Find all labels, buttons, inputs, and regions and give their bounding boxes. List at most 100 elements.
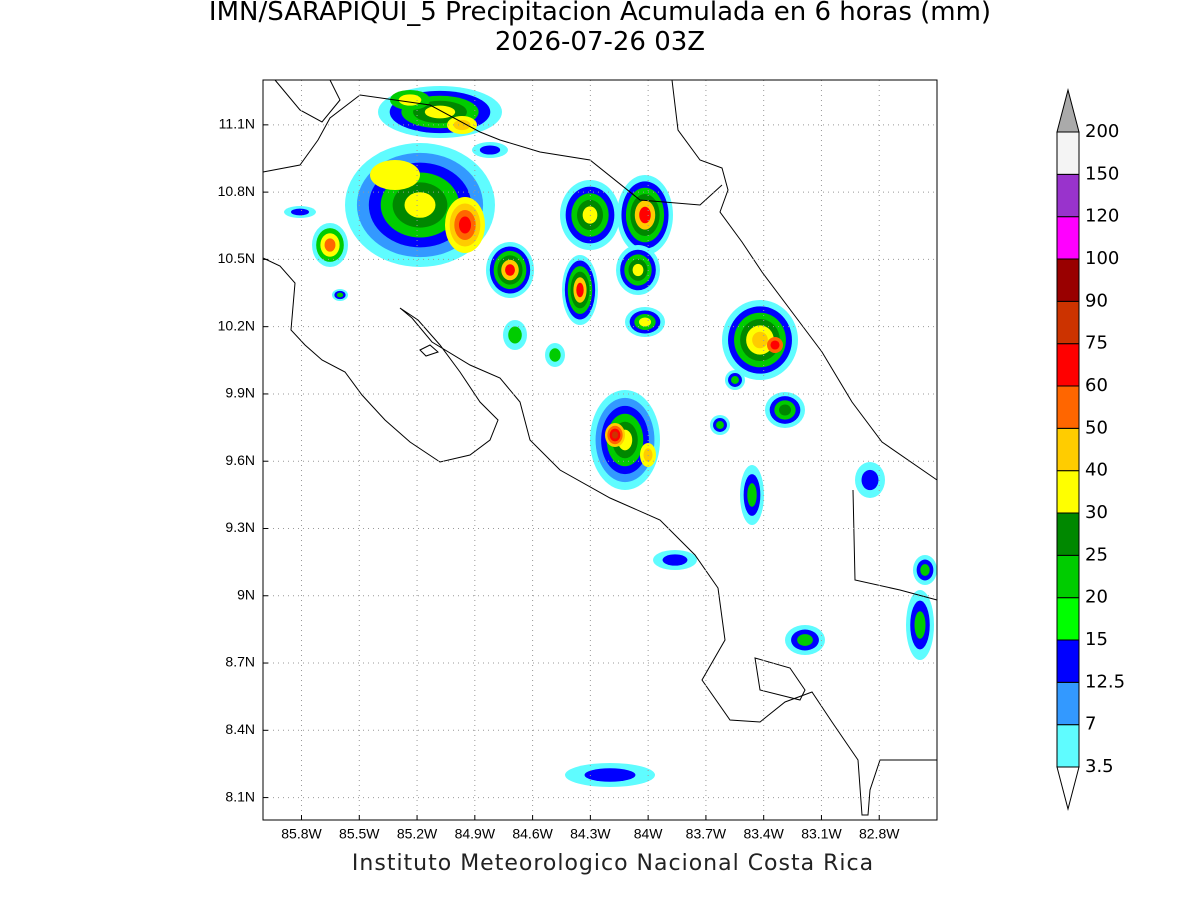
colorbar-box — [1056, 300, 1080, 345]
precip-contour — [770, 340, 780, 350]
colorbar-label: 150 — [1085, 163, 1119, 184]
footer: Instituto Meteorologico Nacional Costa R… — [352, 851, 874, 876]
y-tick-label: 11.1N — [219, 116, 255, 132]
precip-contour — [458, 216, 472, 234]
x-tick-label: 84.9W — [455, 826, 496, 842]
precip-contour — [716, 421, 724, 429]
colorbar-box — [1056, 470, 1080, 514]
y-tick-label: 10.2N — [218, 317, 255, 333]
precip-contour — [576, 282, 584, 298]
colorbar-label: 90 — [1085, 290, 1108, 311]
coastline — [754, 657, 806, 701]
colorbar-label: 50 — [1085, 417, 1108, 438]
y-tick-label: 9.9N — [225, 385, 255, 401]
y-tick-label: 9.3N — [225, 519, 255, 535]
map-frame — [262, 79, 938, 821]
y-tick-label: 10.5N — [218, 250, 255, 266]
colorbar-box — [1056, 512, 1080, 556]
x-tick-label: 85.5W — [339, 826, 380, 842]
colorbar-label: 25 — [1085, 544, 1108, 565]
colorbar-label: 40 — [1085, 460, 1108, 481]
colorbar-label: 15 — [1085, 629, 1108, 650]
colorbar-label: 7 — [1085, 714, 1096, 735]
colorbar-box — [1056, 173, 1080, 218]
precip-contour — [861, 469, 879, 491]
x-tick-label: 84.6W — [512, 826, 553, 842]
lake-shore — [274, 79, 341, 123]
precip-contour — [549, 348, 561, 362]
x-tick-label: 83.7W — [686, 826, 727, 842]
coastlines — [262, 79, 938, 816]
precip-contour — [662, 554, 688, 566]
coastline — [671, 79, 938, 481]
precip-contour — [324, 238, 336, 252]
x-tick-label: 84W — [634, 826, 664, 842]
y-tick-label: 9.6N — [225, 452, 255, 468]
title-line: IMN/SARAPIQUI_5 Precipitacion Acumulada … — [209, 0, 991, 27]
y-tick-label: 9N — [237, 586, 255, 602]
precip-contour — [508, 326, 522, 344]
colorbar-box — [1056, 724, 1080, 768]
precip-contour — [336, 292, 344, 298]
y-tick-label: 8.1N — [225, 788, 255, 804]
precip-contour — [747, 483, 757, 507]
x-tick-label: 83.1W — [801, 826, 842, 842]
grid: 85.8W 85.5W 85.2W 84.9W 84.6W 84.3W 84W 83.7W 83… — [218, 80, 937, 842]
colorbar-label: 60 — [1085, 375, 1108, 396]
precip-contour — [584, 768, 636, 782]
x-tick-label: 82.8W — [859, 826, 900, 842]
colorbar-label: 30 — [1085, 502, 1108, 523]
x-tick-label: 83.4W — [743, 826, 784, 842]
precip-contour — [914, 611, 926, 639]
colorbar-box — [1056, 216, 1080, 260]
title-line: 2026-07-26 03Z — [495, 27, 705, 57]
colorbar-label: 20 — [1085, 587, 1108, 608]
colorbar-box — [1056, 681, 1080, 726]
border — [262, 94, 723, 206]
colorbar: 3.5 7 12.5 15 20 25 30 40 50 60 75 90 100 120 150 200 — [1056, 88, 1125, 811]
y-tick-label: 8.4N — [225, 721, 255, 737]
colorbar-box — [1056, 554, 1080, 599]
precip-contour — [404, 192, 436, 218]
precip-contour — [797, 634, 813, 646]
precip-contour — [479, 145, 501, 155]
colorbar-label: 75 — [1085, 333, 1108, 354]
precip-contour — [611, 431, 619, 439]
colorbar-box — [1056, 427, 1080, 472]
border — [852, 489, 938, 601]
precip-contour — [453, 119, 471, 131]
y-tick-label: 10.8N — [218, 183, 255, 199]
colorbar-label: 120 — [1085, 206, 1119, 227]
colorbar-box — [1056, 639, 1080, 683]
colorbar-box — [1056, 258, 1080, 302]
coastline — [262, 257, 937, 816]
precip-contour — [632, 263, 644, 277]
colorbar-label: 12.5 — [1085, 671, 1125, 692]
y-tick-label: 8.7N — [225, 654, 255, 670]
precip-contour — [638, 317, 652, 327]
precip-contour — [398, 94, 422, 106]
colorbar-label: 3.5 — [1085, 756, 1114, 777]
colorbar-box — [1056, 131, 1080, 175]
precip-contour — [920, 564, 930, 576]
x-tick-label: 85.2W — [397, 826, 438, 842]
colorbar-label: 200 — [1085, 121, 1119, 142]
precip-contour — [778, 404, 792, 416]
colorbar-box — [1056, 597, 1080, 641]
colorbar-box — [1056, 343, 1080, 387]
colorbar-label: 100 — [1085, 248, 1119, 269]
precip-contour — [424, 105, 456, 119]
precip-contour — [731, 376, 739, 384]
coastline — [419, 344, 439, 357]
precip-contour — [752, 331, 768, 349]
precip-contour — [639, 206, 651, 224]
colorbar-over — [1056, 88, 1080, 133]
precip-contour — [370, 160, 420, 190]
colorbar-under — [1056, 766, 1080, 811]
x-tick-label: 84.3W — [570, 826, 611, 842]
colorbar-box — [1056, 385, 1080, 429]
x-tick-label: 85.8W — [281, 826, 322, 842]
precip-contour — [505, 264, 515, 276]
precipitation-field — [284, 86, 937, 787]
